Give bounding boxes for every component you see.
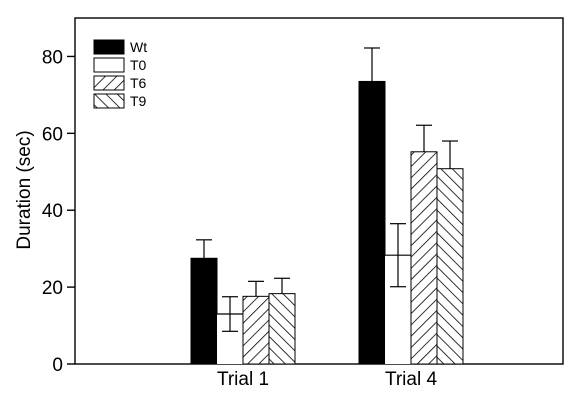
bar-wt-1 — [190, 257, 218, 365]
legend-label-t0: T0 — [130, 57, 147, 73]
legend-swatch-t6 — [93, 75, 125, 91]
plot-frame — [74, 17, 564, 365]
x-category-label: Trial 4 — [385, 369, 438, 390]
bar-t6-1 — [242, 295, 270, 365]
y-tick-label: 0 — [52, 355, 63, 376]
y-tick-label: 20 — [42, 278, 63, 299]
bar-t9-1 — [268, 293, 296, 365]
legend-label-wt: Wt — [130, 39, 147, 55]
bar-wt-2 — [358, 80, 386, 365]
y-axis-title: Duration (sec) — [14, 130, 35, 249]
plot-area: 0 20 40 60 80 Trial 1 Trial 4 Wt T0 T6 T9 — [42, 17, 564, 390]
bar-t9-2 — [436, 168, 464, 365]
y-tick-label: 40 — [42, 201, 63, 222]
x-category-label: Trial 1 — [217, 369, 269, 390]
y-tick-label: 80 — [42, 47, 63, 68]
bar-t6-2 — [410, 151, 438, 365]
legend-swatch-wt — [93, 39, 125, 55]
legend-swatch-t9 — [93, 93, 125, 109]
y-tick-label: 60 — [42, 124, 63, 145]
legend-swatch-t0 — [93, 57, 125, 73]
legend-label-t9: T9 — [130, 93, 147, 109]
legend-label-t6: T6 — [130, 75, 147, 91]
